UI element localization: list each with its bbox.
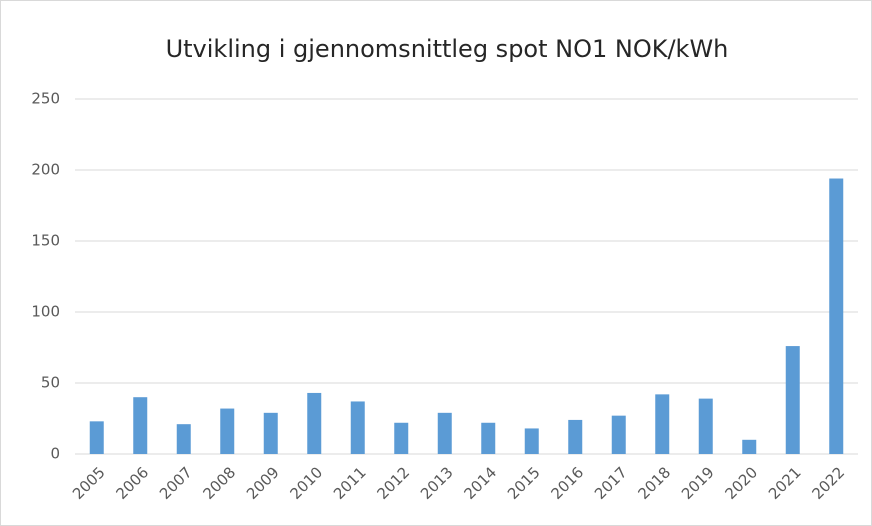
bar xyxy=(437,412,452,454)
bar xyxy=(394,422,409,454)
bar xyxy=(655,394,670,454)
bar xyxy=(350,401,365,454)
bar xyxy=(829,178,844,454)
y-tick-label: 50 xyxy=(41,374,60,392)
y-tick-label: 100 xyxy=(31,303,60,321)
bar xyxy=(220,408,235,454)
bar xyxy=(481,422,496,454)
bar xyxy=(524,428,539,454)
y-tick-label: 0 xyxy=(50,445,60,463)
bar xyxy=(785,346,800,454)
bar xyxy=(89,421,104,454)
bar xyxy=(698,398,713,454)
bar xyxy=(263,412,278,454)
y-tick-label: 200 xyxy=(31,161,60,179)
bar xyxy=(176,424,191,454)
y-tick-label: 250 xyxy=(31,90,60,108)
chart-title: Utvikling i gjennomsnittleg spot NO1 NOK… xyxy=(166,35,729,63)
y-tick-label: 150 xyxy=(31,232,60,250)
bar xyxy=(133,397,148,454)
bar xyxy=(611,415,626,454)
bar xyxy=(568,419,583,454)
bar xyxy=(742,439,757,454)
bar xyxy=(307,392,322,454)
